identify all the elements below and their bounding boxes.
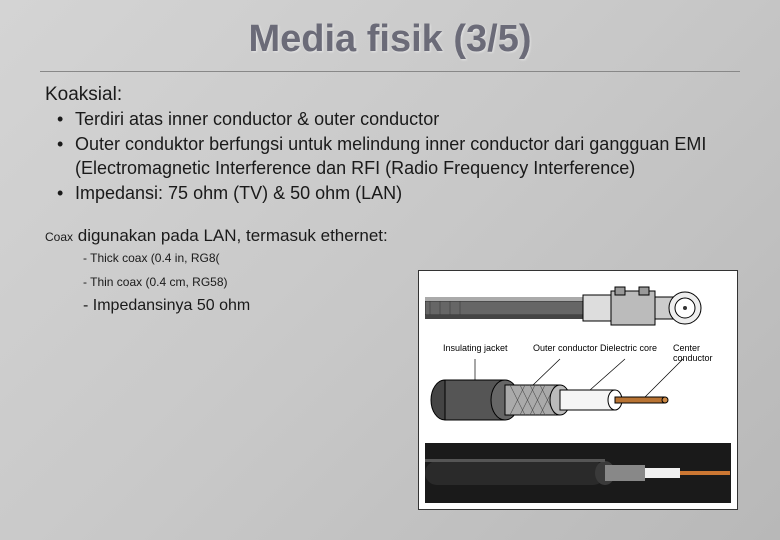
bullet-list: Terdiri atas inner conductor & outer con… (45, 108, 735, 206)
label-dielectric: Dielectric core (600, 343, 657, 353)
sub-item: - Thick coax (0.4 in, RG8( (83, 251, 220, 265)
bullet-item: Terdiri atas inner conductor & outer con… (57, 108, 735, 131)
cable-cutaway-diagram: Insulating jacket Outer conductor Dielec… (425, 345, 731, 437)
coax-prefix: Coax (45, 230, 73, 244)
coax-text: digunakan pada LAN, termasuk ethernet: (78, 226, 388, 245)
label-jacket: Insulating jacket (443, 343, 508, 353)
slide-title: Media fisik (3/5) (40, 0, 740, 72)
label-center: Center conductor (673, 343, 731, 363)
bullet-item: Outer conduktor berfungsi untuk melindun… (57, 133, 735, 180)
diagram-panel: Insulating jacket Outer conductor Dielec… (418, 270, 738, 510)
sub-item: - Thin coax (0.4 cm, RG58) (83, 275, 228, 289)
cable-photo (425, 443, 731, 503)
label-outer: Outer conductor (533, 343, 598, 353)
coax-line: Coax digunakan pada LAN, termasuk ethern… (45, 226, 735, 246)
connector-drawing (425, 277, 731, 339)
subtitle: Koaksial: (45, 84, 735, 106)
bullet-item: Impedansi: 75 ohm (TV) & 50 ohm (LAN) (57, 182, 735, 205)
